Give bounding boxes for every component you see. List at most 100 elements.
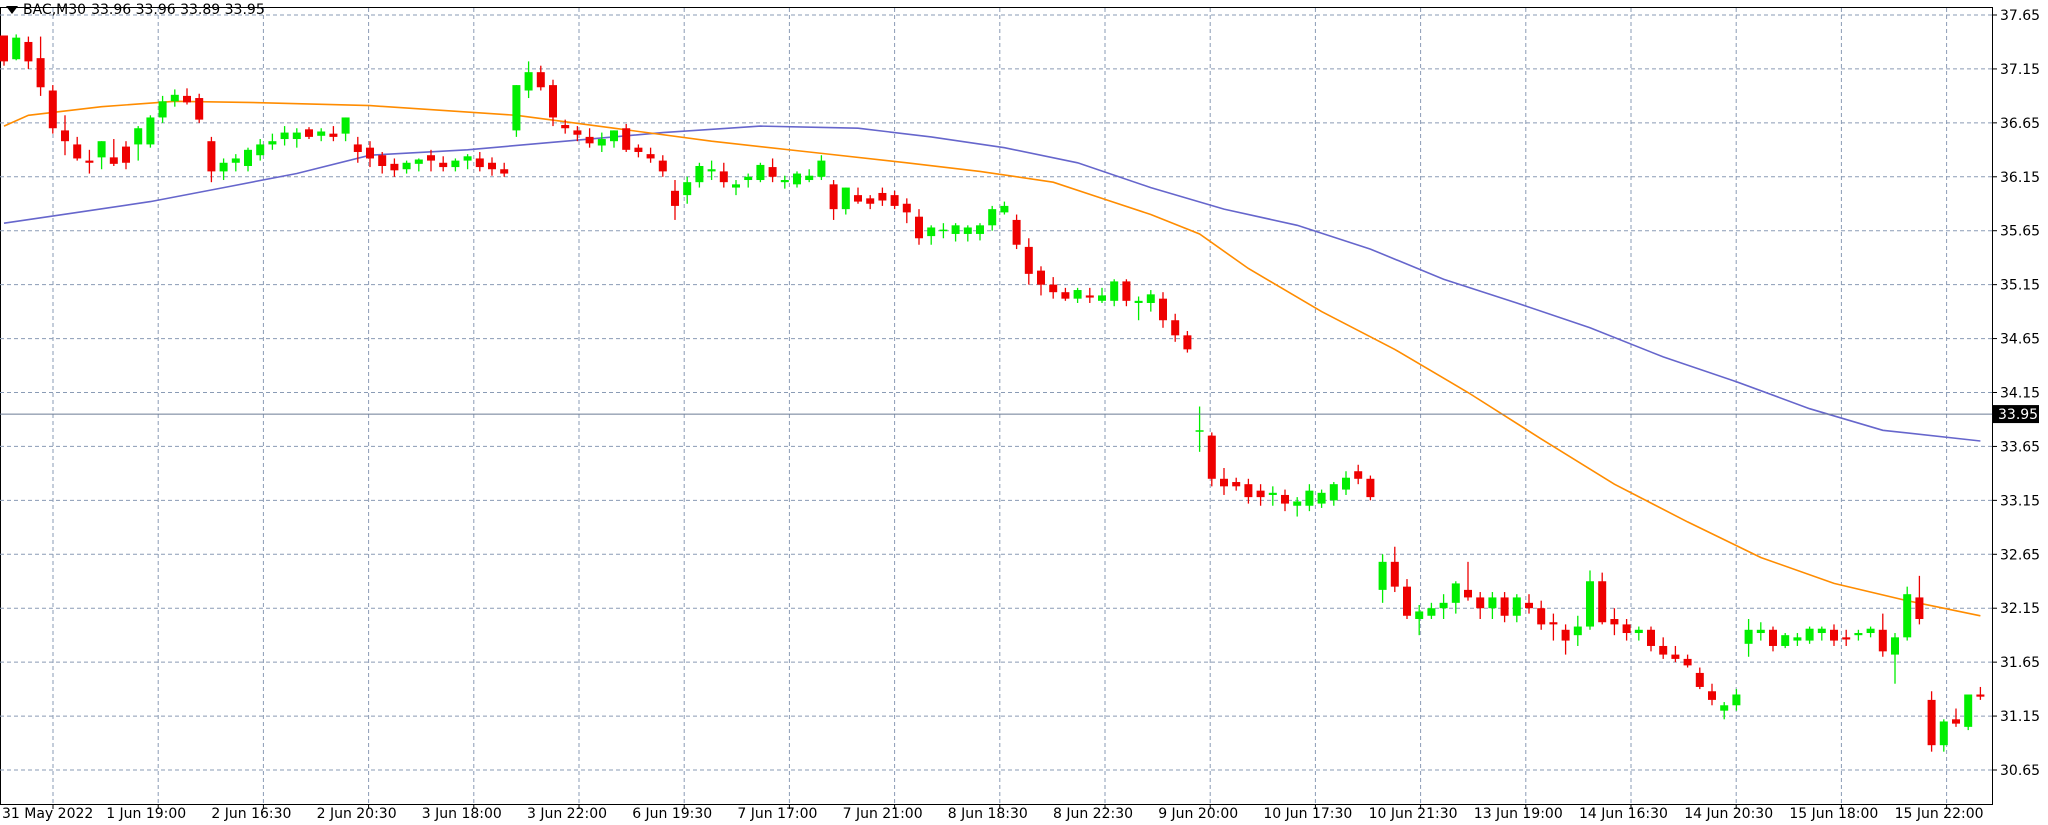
candle xyxy=(1183,331,1192,353)
candle xyxy=(1037,266,1045,296)
candle-body xyxy=(1159,298,1167,321)
x-tick-label: 1 Jun 19:00 xyxy=(106,806,186,822)
candle-body xyxy=(1232,482,1241,487)
candle xyxy=(890,190,899,210)
candle xyxy=(549,79,557,127)
candle-body xyxy=(1451,583,1460,603)
candle xyxy=(902,198,911,224)
candle xyxy=(585,128,594,148)
candle-body xyxy=(1866,628,1875,634)
candle xyxy=(500,162,509,177)
candle-body xyxy=(671,190,679,206)
candle xyxy=(1329,482,1338,506)
candle-body xyxy=(1122,281,1131,301)
candle xyxy=(1085,287,1094,303)
candle-body xyxy=(12,37,21,60)
candle-body xyxy=(414,159,423,164)
triangle-down-icon[interactable] xyxy=(6,6,18,14)
candle-body xyxy=(317,131,326,136)
candle xyxy=(207,136,216,183)
candle-body xyxy=(195,98,204,120)
candle xyxy=(622,123,631,152)
candle-body xyxy=(1671,654,1680,659)
candle-body xyxy=(512,85,521,131)
candle xyxy=(1305,484,1314,512)
candle xyxy=(1134,296,1143,321)
candle-body xyxy=(61,130,69,142)
candle-body xyxy=(854,195,862,202)
y-tick-label: 32.65 xyxy=(2000,547,2040,563)
candle xyxy=(561,119,570,134)
candle xyxy=(1000,201,1009,215)
candle-body xyxy=(1805,628,1814,641)
candle xyxy=(1366,475,1375,501)
candle-body xyxy=(280,132,289,140)
candle xyxy=(634,144,643,158)
candle xyxy=(695,162,704,188)
candle xyxy=(536,65,545,91)
candle xyxy=(1695,667,1704,690)
candle xyxy=(1561,624,1570,655)
candle-body xyxy=(1756,629,1765,634)
candle-body xyxy=(536,72,545,88)
x-tick-label: 2 Jun 20:30 xyxy=(317,806,397,822)
candle xyxy=(85,149,94,174)
candle-body xyxy=(1195,430,1204,432)
candle xyxy=(829,180,838,220)
x-tick-label: 9 Jun 20:00 xyxy=(1158,806,1238,822)
candle-body xyxy=(244,149,252,166)
candle-body xyxy=(1842,637,1851,640)
candle xyxy=(1647,626,1655,652)
candle-body xyxy=(1012,219,1021,245)
candle-body xyxy=(744,176,753,181)
candle xyxy=(854,187,862,204)
candle xyxy=(988,205,997,231)
candle xyxy=(1415,604,1424,636)
candle-body xyxy=(1549,622,1558,625)
y-tick-label: 30.65 xyxy=(2000,763,2040,779)
candle xyxy=(24,36,33,69)
candle xyxy=(1622,619,1631,641)
candle-body xyxy=(158,101,167,118)
x-tick-label: 10 Jun 21:30 xyxy=(1369,806,1458,822)
candle xyxy=(1220,468,1228,495)
candle-body xyxy=(0,35,8,62)
y-tick-label: 31.15 xyxy=(2000,709,2040,725)
candle xyxy=(1732,689,1741,711)
candle-body xyxy=(817,160,826,177)
candle xyxy=(915,209,923,245)
candle-body xyxy=(1268,492,1277,495)
candle-body xyxy=(780,180,789,183)
candle xyxy=(1817,626,1826,641)
candle xyxy=(610,130,618,148)
candle-body xyxy=(988,209,997,226)
candle xyxy=(707,160,716,181)
candle xyxy=(1146,290,1155,312)
candle xyxy=(109,139,118,166)
candle-body xyxy=(402,162,411,170)
candle-body xyxy=(732,184,740,188)
time-axis[interactable]: 31 May 2022 1 Jun 19:00 2 Jun 16:30 2 Jun 2… xyxy=(2,804,1984,822)
candle-body xyxy=(756,164,765,181)
candle-body xyxy=(1073,290,1082,299)
candle-body xyxy=(305,129,313,137)
candle xyxy=(97,141,106,170)
candle-body xyxy=(1244,484,1253,498)
candle-body xyxy=(1817,628,1826,634)
candle xyxy=(1073,287,1082,303)
candle-body xyxy=(1415,611,1424,619)
candle-body xyxy=(1732,694,1741,706)
x-tick-label: 7 Jun 21:00 xyxy=(843,806,923,822)
candle-body xyxy=(122,146,130,163)
candle xyxy=(1964,694,1973,731)
candle-body xyxy=(451,160,460,168)
candle xyxy=(439,156,448,172)
candle xyxy=(317,128,326,142)
candle-body xyxy=(1683,658,1692,666)
candle-body xyxy=(1000,205,1009,213)
price-axis[interactable]: 37.65 37.15 36.65 36.15 35.65 35.15 34.65 34.15… xyxy=(1992,8,2040,779)
y-tick-label: 32.15 xyxy=(2000,601,2040,617)
candle-body xyxy=(1952,719,1960,724)
